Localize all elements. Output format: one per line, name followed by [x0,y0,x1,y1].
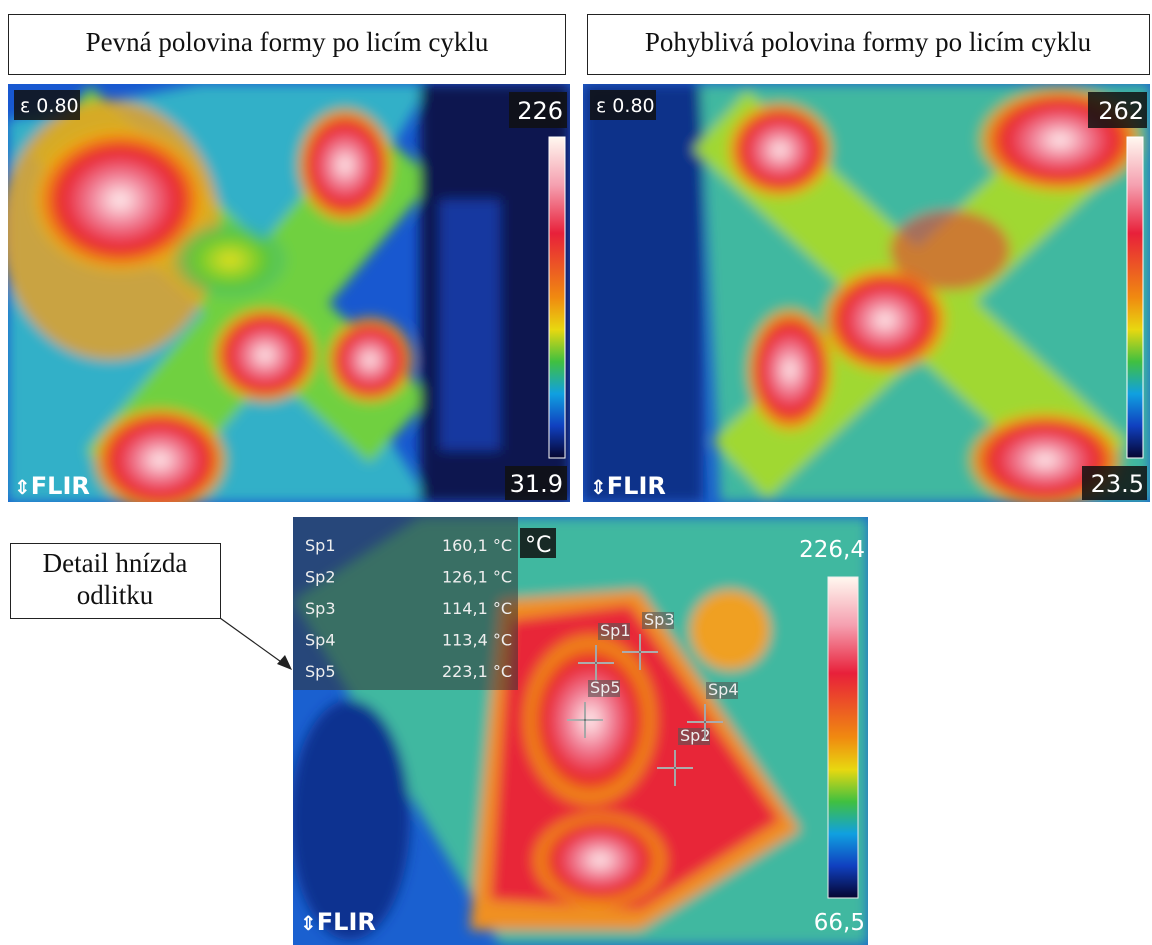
spot-name: Sp2 [305,568,336,587]
scale-min: 23.5 [1091,470,1144,498]
spot-name: Sp4 [305,631,336,650]
logo: ⇕FLIR [590,472,666,500]
scale-max: 226,4 [799,537,865,563]
unit: °C [525,533,551,558]
logo: ⇕FLIR [300,908,376,936]
callout-text: odlitku [77,580,154,610]
caption: Pevná polovina formy po licím cyklu [86,27,489,57]
spot-value: 113,4 °C [442,631,512,650]
callout-arrow [220,618,284,664]
spot-value: 114,1 °C [442,599,512,618]
color-scale [549,137,565,458]
spot-name: Sp1 [305,536,336,555]
color-scale [1127,137,1143,458]
color-scale [828,577,858,898]
spot-value: 160,1 °C [442,536,512,555]
marker-label: Sp4 [708,680,739,699]
marker-label: Sp5 [590,678,621,697]
thermal-image [583,84,1150,510]
marker-label: Sp3 [644,610,675,629]
spot-value: 126,1 °C [442,568,512,587]
scale-max: 226 [517,97,563,125]
scale-min: 31.9 [510,470,563,498]
callout-text: Detail hnízda [43,548,188,578]
thermal-image [0,84,570,515]
caption: Pohyblivá polovina formy po licím cyklu [645,27,1092,57]
logo: ⇕FLIR [14,472,90,500]
spot-value: 223,1 °C [442,662,512,681]
scale-min: 66,5 [814,910,865,936]
arrow-head [277,655,292,670]
spot-name: Sp5 [305,662,336,681]
spot-name: Sp3 [305,599,336,618]
emissivity: ε 0.80 [20,95,79,117]
marker-label: Sp1 [600,621,631,640]
figure: Pevná polovina formy po licím cyklu Pohy… [0,0,1152,945]
scale-max: 262 [1098,97,1144,125]
emissivity: ε 0.80 [596,95,655,117]
